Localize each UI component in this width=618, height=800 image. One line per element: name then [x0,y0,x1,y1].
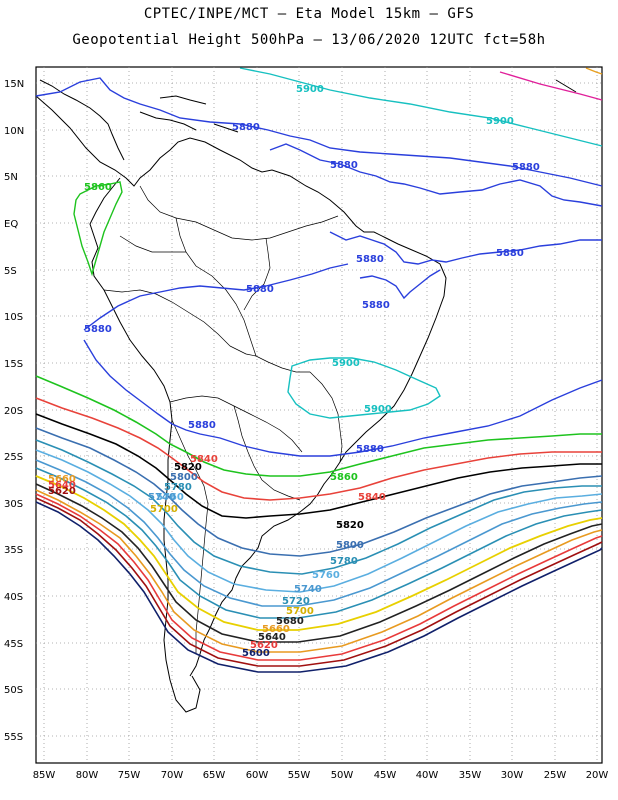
title-line-1: CPTEC/INPE/MCT – Eta Model 15km – GFS [143,6,475,22]
contour-5760 [35,449,603,593]
label-5880-caribbean: 5880 [330,160,358,171]
contour-5920 [499,71,603,101]
lat-label: 5N [4,172,18,183]
contour-5800 [35,427,603,557]
contour-5680 [35,483,603,643]
contour-5880-coast [329,231,602,265]
lon-label: 25W [544,770,567,781]
label-5900-center2: 5900 [364,404,392,415]
label-5860-andes: 5860 [84,182,112,193]
label-5620-b: 5620 [250,640,278,651]
contour-5860 [35,375,602,477]
contour-5600 [35,501,603,673]
lat-label: 35S [4,545,23,556]
title-line-2: Geopotential Height 500hPa – 13/06/2020 … [72,32,546,48]
label-5600-b: 5600 [242,648,270,659]
lat-label: 10N [4,126,24,137]
lon-label: 70W [161,770,184,781]
label-5900-topright: 5900 [486,116,514,127]
lat-label: 45S [4,639,23,650]
contour-5820 [35,413,602,519]
label-5880-peru: 5880 [246,284,274,295]
contour-5780 [35,439,602,575]
label-5680-b: 5680 [276,616,304,627]
label-5740-b: 5740 [294,584,322,595]
label-5640-w: 5640 [48,480,76,491]
contour-5860-andes [73,181,123,277]
contour-5880-south [83,339,603,457]
lat-label: 5S [4,266,17,277]
label-5640-b: 5640 [258,632,286,643]
coastline [35,79,577,713]
label-5880-east: 5880 [496,248,524,259]
lon-label: 30W [501,770,524,781]
label-5780-b: 5780 [330,556,358,567]
contour-5900-north [239,67,603,147]
label-5820-b: 5820 [336,520,364,531]
label-5880-pac: 5880 [84,324,112,335]
label-5620-w: 5620 [48,486,76,497]
lat-label: 20S [4,406,23,417]
contour-5880-brazil [359,269,441,300]
lat-label: 25S [4,452,23,463]
contour-5940 [585,67,603,75]
lon-label: 55W [288,770,311,781]
contour-5900-center [287,357,441,419]
lat-label: 10S [4,312,23,323]
label-5880-ne: 5880 [512,162,540,173]
label-5800-a: 5800 [170,472,198,483]
label-5880-nw: 5880 [232,122,260,133]
label-5820-a: 5820 [174,462,202,473]
label-5880-brazil: 5880 [362,300,390,311]
label-5900-top: 5900 [296,84,324,95]
lon-label: 45W [374,770,397,781]
label-5880-south2: 5880 [356,444,384,455]
lat-label: 50S [4,685,23,696]
label-5900-center: 5900 [332,358,360,369]
label-5800-b: 5800 [336,540,364,551]
lon-label: 50W [331,770,354,781]
contour-5620 [35,497,603,667]
lon-label: 60W [246,770,269,781]
contour-5880-north [35,77,603,187]
label-5700-b: 5700 [286,606,314,617]
lon-label: 65W [203,770,226,781]
label-5740-a: 5740 [148,492,176,503]
lat-label: EQ [4,219,18,230]
lat-label: 40S [4,592,23,603]
label-5780-a: 5780 [164,482,192,493]
country-borders [103,185,343,654]
lon-label: 80W [76,770,99,781]
lat-label: 15N [4,79,24,90]
contour-5700 [35,475,603,631]
contour-5880-central [83,263,349,331]
label-5860-b: 5860 [330,472,358,483]
lon-label: 85W [33,770,56,781]
lon-label: 75W [118,770,141,781]
contour-5840 [35,397,602,501]
label-5720-b: 5720 [282,596,310,607]
label-5840-a: 5840 [190,454,218,465]
contour-5880-carib [269,143,603,207]
label-5880-coast: 5880 [356,254,384,265]
lat-label: 55S [4,732,23,743]
label-5840-b: 5840 [358,492,386,503]
contour-5660 [35,489,603,653]
lat-label: 15S [4,359,23,370]
lon-label: 35W [459,770,482,781]
label-5880-south: 5880 [188,420,216,431]
contour-5720 [35,467,603,619]
label-5700-a: 5700 [150,504,178,515]
lat-label: 30S [4,499,23,510]
lon-label: 20W [586,770,609,781]
contour-5640 [35,493,603,661]
label-5660-b: 5660 [262,624,290,635]
lon-label: 40W [416,770,439,781]
label-5760-b: 5760 [312,570,340,581]
label-5660-w: 5660 [48,474,76,485]
label-5760-a: 5760 [156,492,184,503]
contour-5740 [35,459,603,607]
